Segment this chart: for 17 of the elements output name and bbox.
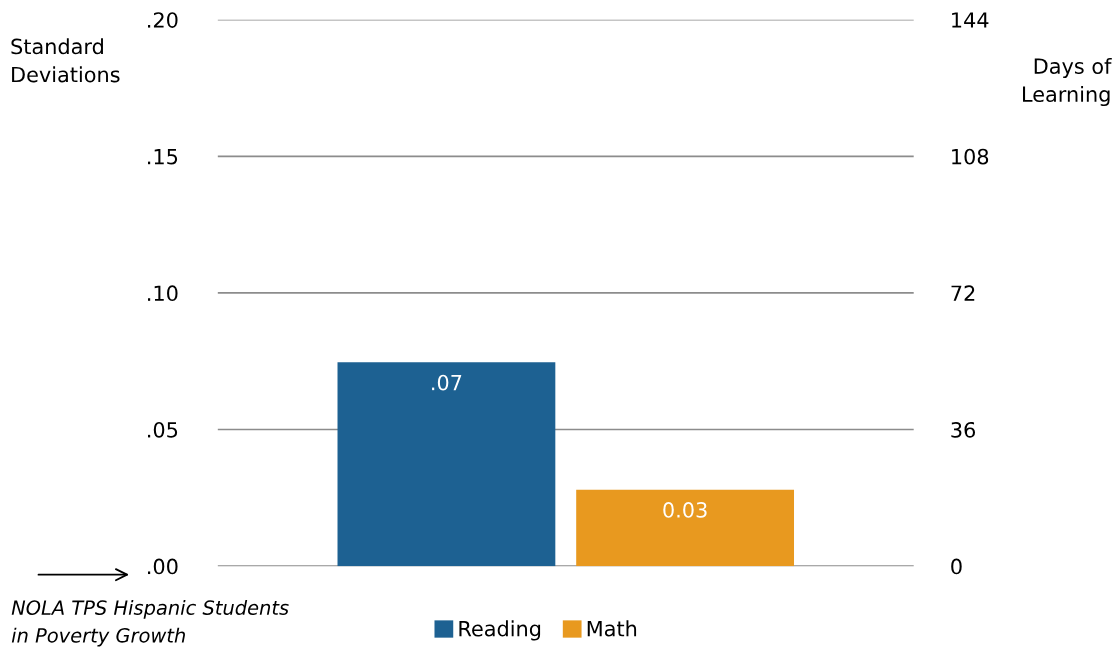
data-label: 0.03 (663, 502, 707, 518)
y2-tick-label: 0 (951, 558, 962, 575)
legend-label: Math (587, 620, 637, 637)
y2-tick-label: 36 (951, 421, 976, 438)
text: NOLA TPS Hispanic Students in Poverty Growth (11, 599, 289, 647)
y2-tick-label: 108 (952, 148, 989, 165)
y2-tick-label: 72 (951, 285, 975, 301)
y-axis-title: Standard Deviations (11, 38, 120, 83)
data-label: .07 (432, 374, 462, 391)
legend-label: Reading (459, 620, 541, 641)
y-tick-label: .15 (148, 149, 178, 165)
y-tick-label: .00 (148, 558, 178, 575)
y-tick-label: .20 (148, 12, 178, 28)
y2-tick-label: 144 (952, 12, 989, 28)
y-tick-label: .05 (148, 421, 178, 438)
y-tick-label: .10 (148, 285, 178, 302)
y2-axis-title: Days of Learning (1023, 57, 1112, 107)
